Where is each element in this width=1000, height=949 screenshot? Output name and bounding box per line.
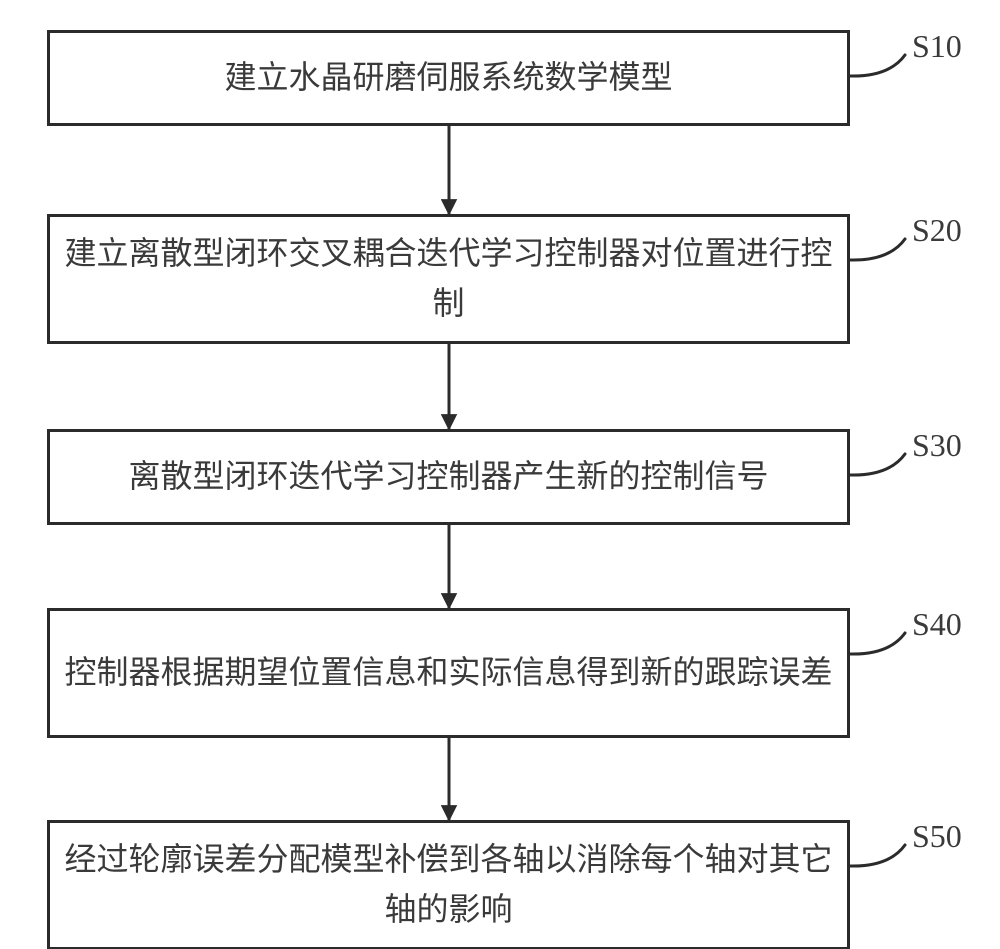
flowchart-node-s50: 经过轮廓误差分配模型补偿到各轴以消除每个轴对其它轴的影响 — [47, 820, 850, 949]
flowchart-node-s40: 控制器根据期望位置信息和实际信息得到新的跟踪误差 — [47, 608, 850, 738]
flowchart-node-s20: 建立离散型闭环交叉耦合迭代学习控制器对位置进行控制 — [47, 214, 850, 344]
node-text: 建立离散型闭环交叉耦合迭代学习控制器对位置进行控制 — [60, 229, 837, 328]
node-text: 控制器根据期望位置信息和实际信息得到新的跟踪误差 — [64, 648, 832, 698]
leader-s40 — [850, 633, 905, 654]
step-label-s40: S40 — [912, 606, 962, 643]
flowchart-node-s10: 建立水晶研磨伺服系统数学模型 — [47, 30, 850, 126]
node-text: 离散型闭环迭代学习控制器产生新的控制信号 — [128, 452, 768, 502]
step-label-s10: S10 — [912, 28, 962, 65]
leader-s30 — [850, 454, 905, 475]
leader-s10 — [850, 55, 905, 76]
leader-s50 — [850, 845, 905, 866]
step-label-s50: S50 — [912, 818, 962, 855]
node-text: 经过轮廓误差分配模型补偿到各轴以消除每个轴对其它轴的影响 — [60, 835, 837, 934]
node-text: 建立水晶研磨伺服系统数学模型 — [224, 53, 672, 103]
flowchart-node-s30: 离散型闭环迭代学习控制器产生新的控制信号 — [47, 429, 850, 525]
flowchart-stage: 建立水晶研磨伺服系统数学模型 S10 建立离散型闭环交叉耦合迭代学习控制器对位置… — [0, 0, 1000, 949]
step-label-s30: S30 — [912, 427, 962, 464]
leader-s20 — [850, 239, 905, 260]
step-label-s20: S20 — [912, 212, 962, 249]
